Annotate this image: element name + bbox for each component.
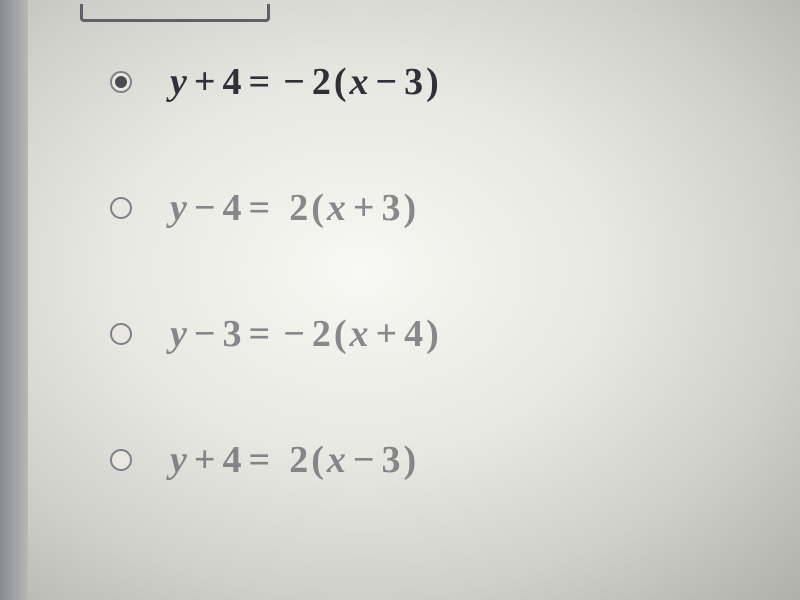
equation-2: y−4=2(x+3) [170, 186, 419, 230]
option-1[interactable]: y+4=−2(x−3) [110, 60, 442, 104]
equation-1: y+4=−2(x−3) [170, 60, 442, 104]
radio-3[interactable] [110, 323, 132, 345]
options-list: y+4=−2(x−3) y−4=2(x+3) y−3=−2(x+4) y+4=2… [110, 60, 442, 482]
option-3[interactable]: y−3=−2(x+4) [110, 312, 442, 356]
radio-1[interactable] [110, 71, 132, 93]
equation-4: y+4=2(x−3) [170, 438, 419, 482]
option-4[interactable]: y+4=2(x−3) [110, 438, 442, 482]
photo-left-edge [0, 0, 28, 600]
option-2[interactable]: y−4=2(x+3) [110, 186, 442, 230]
radio-2[interactable] [110, 197, 132, 219]
top-divider [80, 4, 270, 22]
radio-4[interactable] [110, 449, 132, 471]
equation-3: y−3=−2(x+4) [170, 312, 442, 356]
